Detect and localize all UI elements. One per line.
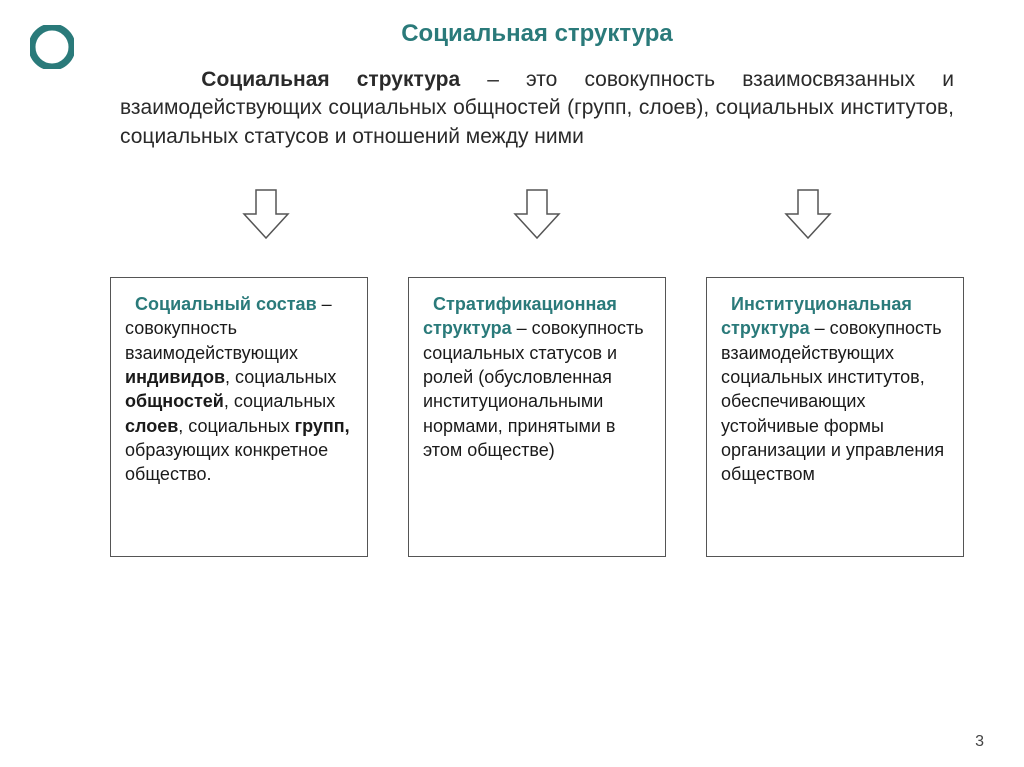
slide-title: Социальная структура — [110, 20, 964, 48]
box-body: – совокупность взаимодействующих индивид… — [125, 294, 350, 484]
box-body: – совокупность социальных статусов и рол… — [423, 318, 644, 459]
concept-box: Социальный состав – совокупность взаимод… — [110, 277, 368, 557]
concept-box: Стратификационная структура – совокупнос… — [408, 277, 666, 557]
definition-term: Социальная структура — [201, 68, 460, 91]
box-body: – совокупность взаимодействующих социаль… — [721, 318, 944, 484]
arrow-down-icon — [500, 177, 574, 251]
boxes-row: Социальный состав – совокупность взаимод… — [110, 277, 964, 557]
arrow-down-icon — [229, 177, 303, 251]
page-number: 3 — [975, 733, 984, 751]
concept-box: Институциональная структура – совокупнос… — [706, 277, 964, 557]
box-term: Социальный состав — [135, 294, 317, 314]
definition-text: Социальная структура – это совокупность … — [120, 66, 954, 151]
arrows-row — [130, 177, 944, 251]
arrow-down-icon — [771, 177, 845, 251]
slide: Социальная структура Социальная структур… — [0, 0, 1024, 767]
bullet-ring-icon — [30, 25, 74, 69]
